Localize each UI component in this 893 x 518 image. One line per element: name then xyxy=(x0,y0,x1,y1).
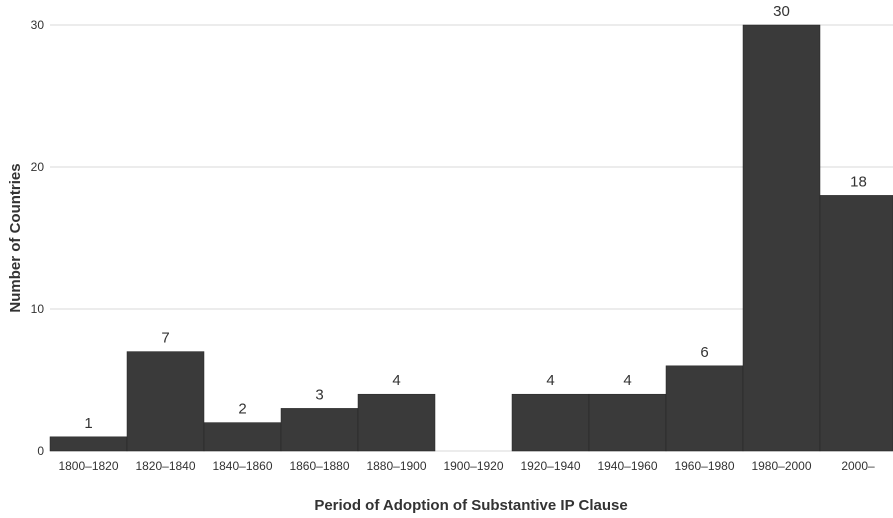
y-tick-label: 0 xyxy=(37,444,44,458)
y-tick-label: 10 xyxy=(31,302,45,316)
x-tick-label: 1820–1840 xyxy=(135,459,195,473)
bar xyxy=(665,365,744,452)
x-tick-labels: 1800–1820 1820–1840 1840–1860 1860–1880 1880… xyxy=(58,459,875,473)
bar xyxy=(511,393,590,452)
bar-value-label: 7 xyxy=(161,330,169,347)
bar xyxy=(819,195,893,452)
bar xyxy=(203,422,282,452)
bar xyxy=(49,436,128,452)
bar xyxy=(357,393,436,452)
bars xyxy=(49,24,893,452)
y-tick-label: 20 xyxy=(31,160,45,174)
y-tick-labels: 0 10 20 30 xyxy=(31,18,45,458)
bar-value-label: 3 xyxy=(315,386,323,403)
x-tick-label: 1880–1900 xyxy=(366,459,426,473)
bar xyxy=(588,393,667,452)
x-tick-label: 1920–1940 xyxy=(520,459,580,473)
bar-value-label: 4 xyxy=(546,372,554,389)
bar-value-label: 30 xyxy=(773,3,790,20)
bar-value-label: 6 xyxy=(700,344,708,361)
bar-value-label: 1 xyxy=(84,415,92,432)
x-tick-label: 1900–1920 xyxy=(443,459,503,473)
bar-value-label: 4 xyxy=(623,372,631,389)
data-labels: 1 7 2 3 4 4 4 6 30 18 xyxy=(84,3,867,432)
bar xyxy=(742,24,821,452)
bar xyxy=(126,351,205,452)
y-tick-label: 30 xyxy=(31,18,45,32)
x-tick-label: 1860–1880 xyxy=(289,459,349,473)
y-axis-title: Number of Countries xyxy=(7,163,24,312)
x-tick-label: 1940–1960 xyxy=(597,459,657,473)
x-tick-label: 1840–1860 xyxy=(212,459,272,473)
bar-value-label: 4 xyxy=(392,372,400,389)
x-tick-label: 1800–1820 xyxy=(58,459,118,473)
bar-value-label: 2 xyxy=(238,401,246,418)
x-tick-label: 1980–2000 xyxy=(751,459,811,473)
x-axis-title: Period of Adoption of Substantive IP Cla… xyxy=(314,497,627,514)
bar-value-label: 18 xyxy=(850,173,867,190)
x-tick-label: 2000– xyxy=(841,459,875,473)
x-tick-label: 1960–1980 xyxy=(674,459,734,473)
bar xyxy=(280,408,359,452)
